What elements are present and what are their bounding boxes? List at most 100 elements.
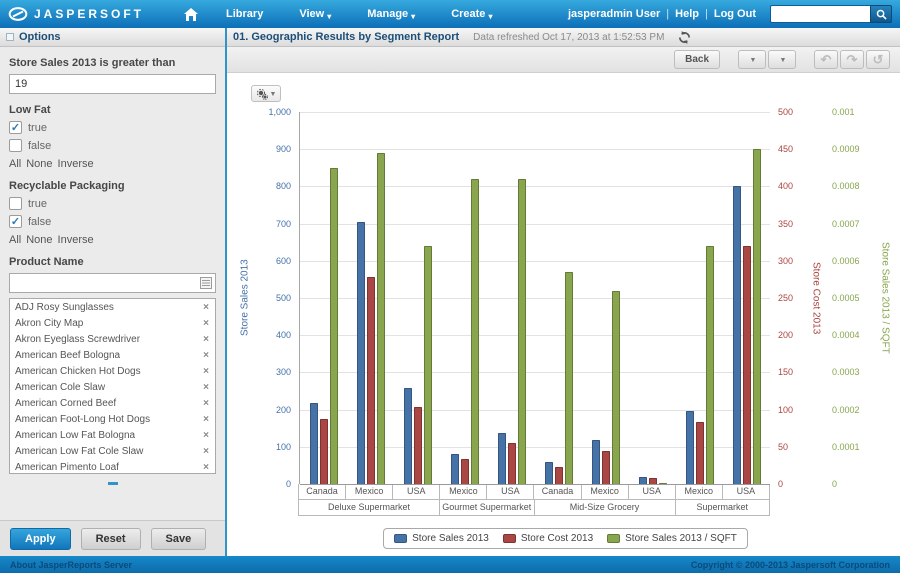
bar-store-sales-2013-sqft[interactable] — [611, 290, 620, 484]
bar-store-sales-2013-sqft[interactable] — [470, 178, 479, 484]
bar-group-mexico-6 — [582, 112, 629, 484]
list-item[interactable]: Akron Eyeglass Screwdriver × — [10, 331, 215, 347]
list-item[interactable]: ADJ Rosy Sunglasses × — [10, 299, 215, 315]
bar-store-sales-2013-sqft[interactable] — [376, 152, 385, 484]
low-fat-link-none[interactable]: None — [26, 158, 53, 170]
bar-store-sales-2013[interactable] — [638, 476, 647, 484]
recyclable-checkbox-true[interactable] — [9, 197, 22, 210]
axis-tick-label: 0.0002 — [832, 404, 860, 415]
recyclable-link-inverse[interactable]: Inverse — [57, 234, 94, 246]
home-icon[interactable] — [184, 7, 199, 21]
list-resize-handle[interactable]: ▬ — [108, 477, 118, 488]
recyclable-link-all[interactable]: All — [9, 234, 22, 246]
remove-item-icon[interactable]: × — [203, 301, 209, 313]
bar-store-sales-2013[interactable] — [591, 440, 600, 484]
legend-item-store-sales-2013-sqft[interactable]: Store Sales 2013 / SQFT — [607, 533, 737, 544]
bar-store-cost-2013[interactable] — [507, 443, 516, 484]
list-item[interactable]: American Beef Bologna × — [10, 347, 215, 363]
bar-store-sales-2013-sqft[interactable] — [705, 245, 714, 484]
bar-store-sales-2013-sqft[interactable] — [517, 178, 526, 484]
list-item[interactable]: Akron City Map × — [10, 315, 215, 331]
bar-store-sales-2013[interactable] — [403, 388, 412, 484]
low-fat-checkbox-false[interactable] — [9, 139, 22, 152]
help-link[interactable]: Help — [675, 8, 699, 20]
remove-item-icon[interactable]: × — [203, 397, 209, 409]
bar-store-sales-2013-sqft[interactable] — [658, 483, 667, 484]
bar-store-sales-2013-sqft[interactable] — [423, 245, 432, 484]
recyclable-link-none[interactable]: None — [26, 234, 53, 246]
product-name: Akron Eyeglass Screwdriver — [15, 333, 141, 345]
bar-store-cost-2013[interactable] — [601, 450, 610, 484]
low-fat-checkbox-true[interactable]: ✓ — [9, 121, 22, 134]
list-item[interactable]: American Low Fat Cole Slaw × — [10, 443, 215, 459]
remove-item-icon[interactable]: × — [203, 365, 209, 377]
chart-canvas: ▼ Store Sales 2013 1,000 900 800 700 600 500 4… — [227, 73, 900, 556]
about-link[interactable]: About JasperReports Server — [10, 559, 133, 570]
collapse-panel-icon[interactable] — [6, 33, 14, 41]
save-button[interactable]: Save — [150, 527, 207, 550]
remove-item-icon[interactable]: × — [203, 461, 209, 473]
global-search-input[interactable] — [770, 5, 870, 23]
bar-store-cost-2013[interactable] — [554, 466, 563, 484]
chevron-down-icon: ▼ — [749, 57, 757, 64]
bar-store-sales-2013[interactable] — [685, 411, 694, 484]
list-item[interactable]: American Corned Beef × — [10, 395, 215, 411]
reset-button[interactable]: Reset — [80, 527, 141, 550]
remove-item-icon[interactable]: × — [203, 381, 209, 393]
bar-store-sales-2013[interactable] — [356, 221, 365, 484]
remove-item-icon[interactable]: × — [203, 429, 209, 441]
bar-store-sales-2013-sqft[interactable] — [564, 271, 573, 484]
legend-item-store-cost-2013[interactable]: Store Cost 2013 — [502, 533, 594, 544]
remove-item-icon[interactable]: × — [203, 349, 209, 361]
list-item[interactable]: American Cole Slaw × — [10, 379, 215, 395]
recyclable-checkbox-false[interactable]: ✓ — [9, 215, 22, 228]
remove-item-icon[interactable]: × — [203, 317, 209, 329]
bar-store-sales-2013-sqft[interactable] — [752, 149, 761, 484]
bar-store-sales-2013[interactable] — [732, 186, 741, 484]
bar-store-cost-2013[interactable] — [366, 277, 375, 484]
bar-store-cost-2013[interactable] — [695, 421, 704, 484]
redo-button[interactable]: ↷ — [840, 50, 864, 69]
chart-settings-button[interactable]: ▼ — [251, 85, 281, 102]
refresh-icon[interactable] — [678, 30, 691, 44]
menu-item-manage[interactable]: Manage ▾ — [367, 8, 415, 21]
bar-store-sales-2013[interactable] — [497, 432, 506, 484]
list-item[interactable]: American Pimento Loaf × — [10, 459, 215, 473]
bar-store-sales-2013[interactable] — [544, 461, 553, 484]
bar-store-cost-2013[interactable] — [319, 418, 328, 484]
menu-item-create[interactable]: Create ▾ — [451, 8, 492, 21]
user-menu[interactable]: jasperadmin User — [567, 8, 661, 20]
list-item[interactable]: American Foot-Long Hot Dogs × — [10, 411, 215, 427]
list-item[interactable]: American Chicken Hot Dogs × — [10, 363, 215, 379]
product-list-picker-icon[interactable] — [200, 277, 212, 292]
menu-item-view[interactable]: View ▾ — [299, 8, 331, 21]
bar-store-sales-2013[interactable] — [309, 402, 318, 484]
low-fat-link-inverse[interactable]: Inverse — [57, 158, 94, 170]
remove-item-icon[interactable]: × — [203, 413, 209, 425]
low-fat-link-all[interactable]: All — [9, 158, 22, 170]
menu-item-library[interactable]: Library — [226, 8, 263, 20]
bar-store-cost-2013[interactable] — [460, 459, 469, 484]
undo-all-button[interactable]: ↺ — [866, 50, 890, 69]
remove-item-icon[interactable]: × — [203, 333, 209, 345]
axis-tick-label: 0.0009 — [832, 144, 860, 155]
apply-button[interactable]: Apply — [10, 527, 71, 550]
product-search-input[interactable] — [9, 273, 216, 293]
legend-label: Store Cost 2013 — [520, 533, 594, 544]
legend-item-store-sales-2013[interactable]: Store Sales 2013 — [394, 533, 489, 544]
search-button[interactable] — [870, 5, 892, 23]
bar-store-sales-2013[interactable] — [450, 454, 459, 484]
save-report-button[interactable]: ▼ — [738, 50, 766, 69]
bar-store-cost-2013[interactable] — [648, 478, 657, 484]
bar-store-cost-2013[interactable] — [742, 245, 751, 484]
sales-filter-input[interactable] — [9, 74, 216, 94]
bar-store-cost-2013[interactable] — [413, 406, 422, 484]
logout-link[interactable]: Log Out — [713, 8, 756, 20]
bar-store-sales-2013-sqft[interactable] — [329, 167, 338, 484]
remove-item-icon[interactable]: × — [203, 445, 209, 457]
export-report-button[interactable]: ▼ — [768, 50, 796, 69]
list-item[interactable]: American Low Fat Bologna × — [10, 427, 215, 443]
undo-button[interactable]: ↶ — [814, 50, 838, 69]
back-button[interactable]: Back — [674, 50, 720, 69]
low-fat-label: Low Fat — [9, 104, 51, 116]
